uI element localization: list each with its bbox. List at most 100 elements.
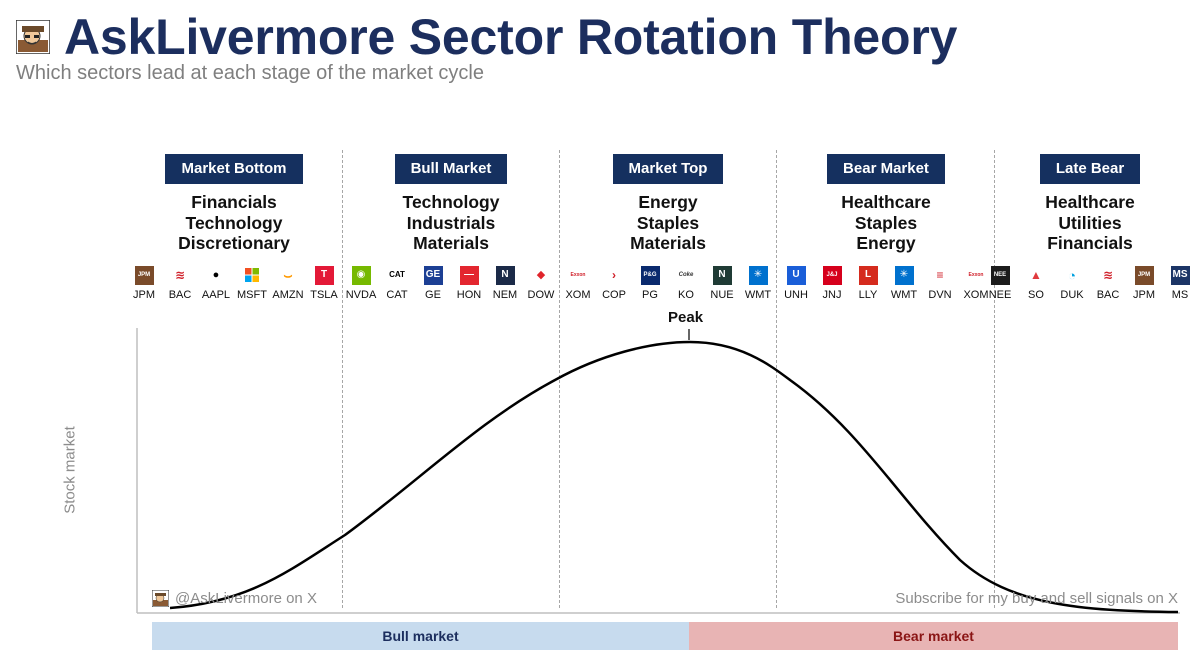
- ticker-symbol: CAT: [386, 288, 408, 301]
- ticker-item: L LLY: [852, 265, 884, 301]
- stage-divider: [776, 150, 777, 608]
- tesla-logo-icon: T: [314, 265, 334, 285]
- microsoft-logo-icon: [242, 265, 262, 285]
- newmont-logo-icon: N: [495, 265, 515, 285]
- walmart-logo-icon: ✳: [748, 265, 768, 285]
- ticker-symbol: MS: [1171, 288, 1189, 301]
- stage-column-market-bottom: Market Bottom Financials Technology Discret…: [119, 154, 349, 301]
- sector-name: Energy: [856, 233, 916, 253]
- ticker-item: ✳ WMT: [888, 265, 920, 301]
- ticker-item: › COP: [598, 265, 630, 301]
- ticker-symbol: WMT: [890, 288, 918, 301]
- ticker-symbol: JPM: [1133, 288, 1155, 301]
- stage-badge: Bear Market: [827, 154, 945, 184]
- ticker-symbol: DVN: [928, 288, 952, 301]
- ticker-symbol: HON: [456, 288, 482, 301]
- ticker-item: N NUE: [706, 265, 738, 301]
- y-axis-label: Stock market: [61, 426, 79, 514]
- jpm-logo-icon: JPM: [1134, 265, 1154, 285]
- page-subtitle: Which sectors lead at each stage of the …: [16, 62, 484, 84]
- sector-name: Staples: [854, 212, 918, 233]
- sector-list: Healthcare Staples Energy: [771, 192, 1001, 254]
- stage-divider: [559, 150, 560, 608]
- pg-logo-icon: P&G: [640, 265, 660, 285]
- exxon-logo-icon: Exxon: [568, 265, 588, 285]
- ticker-item: MS MS: [1164, 265, 1196, 301]
- ticker-symbol: NUE: [710, 288, 734, 301]
- walmart-logo-icon: ✳: [894, 265, 914, 285]
- unitedhealth-logo-icon: U: [786, 265, 806, 285]
- stage-badge: Market Top: [612, 154, 724, 184]
- credit-left: @AskLivermore on X: [152, 590, 317, 607]
- ticker-item: U UNH: [780, 265, 812, 301]
- ticker-item: NEE NEE: [984, 265, 1016, 301]
- sector-name: Financials: [1047, 233, 1133, 253]
- nextera-logo-icon: NEE: [990, 265, 1010, 285]
- caterpillar-logo-icon: CAT: [387, 265, 407, 285]
- morgan-stanley-logo-icon: MS: [1170, 265, 1190, 285]
- ticker-symbol: BAC: [1096, 288, 1120, 301]
- page-title: AskLivermore Sector Rotation Theory: [64, 9, 958, 65]
- asklivermore-logo-icon: [16, 20, 50, 54]
- ticker-item: CAT CAT: [381, 265, 413, 301]
- coca-cola-logo-icon: Coke: [676, 265, 696, 285]
- sector-name: Financials: [191, 192, 277, 212]
- ticker-symbol: KO: [678, 288, 694, 301]
- sector-name: Technology: [402, 192, 500, 212]
- sector-name: Industrials: [406, 212, 496, 233]
- ticker-row: JPM JPM ≋ BAC ● AAPL MSFT ⌣ AMZN T TSLA: [119, 265, 349, 301]
- ticker-symbol: UNH: [784, 288, 808, 301]
- dow-logo-icon: ◆: [531, 265, 551, 285]
- jpm-logo-icon: JPM: [134, 265, 154, 285]
- duke-logo-icon: ◔: [1062, 265, 1082, 285]
- ticker-item: ◆ DOW: [525, 265, 557, 301]
- ticker-symbol: DOW: [527, 288, 555, 301]
- ticker-item: ◉ NVDA: [345, 265, 377, 301]
- ticker-symbol: AMZN: [272, 288, 304, 301]
- sector-name: Energy: [638, 192, 698, 212]
- ticker-item: J&J JNJ: [816, 265, 848, 301]
- exxon-logo-icon: Exxon: [966, 265, 986, 285]
- credit-handle: @AskLivermore on X: [175, 590, 317, 607]
- ticker-item: GE GE: [417, 265, 449, 301]
- sector-list: Healthcare Utilities Financials: [975, 192, 1200, 254]
- sector-list: Energy Staples Materials: [553, 192, 783, 254]
- sector-list: Technology Industrials Materials: [336, 192, 566, 254]
- stage-badge: Late Bear: [1039, 154, 1141, 184]
- ticker-item: Exxon XOM: [960, 265, 992, 301]
- jnj-logo-icon: J&J: [822, 265, 842, 285]
- ticker-item: ≋ BAC: [164, 265, 196, 301]
- ticker-symbol: XOM: [565, 288, 591, 301]
- ticker-symbol: XOM: [963, 288, 989, 301]
- ticker-symbol: JNJ: [822, 288, 842, 301]
- stage-badge: Market Bottom: [165, 154, 303, 184]
- ticker-symbol: BAC: [168, 288, 192, 301]
- ticker-item: ≡ DVN: [924, 265, 956, 301]
- ticker-symbol: TSLA: [310, 288, 338, 301]
- devon-logo-icon: ≡: [930, 265, 950, 285]
- ticker-item: Coke KO: [670, 265, 702, 301]
- sector-name: Technology: [185, 212, 283, 233]
- ticker-row: NEE NEE ▲ SO ◔ DUK ≋ BAC JPM JPM MS MS: [975, 265, 1200, 301]
- sector-name: Utilities: [1058, 212, 1122, 233]
- ticker-symbol: MSFT: [237, 288, 267, 301]
- sector-name: Materials: [413, 233, 489, 253]
- ticker-item: JPM JPM: [128, 265, 160, 301]
- conocophillips-logo-icon: ›: [604, 265, 624, 285]
- bac-logo-icon: ≋: [1098, 265, 1118, 285]
- ticker-symbol: SO: [1028, 288, 1044, 301]
- sector-name: Discretionary: [178, 233, 290, 253]
- peak-label: Peak: [668, 309, 704, 326]
- ticker-symbol: NEE: [988, 288, 1012, 301]
- ticker-item: ≋ BAC: [1092, 265, 1124, 301]
- ticker-item: T TSLA: [308, 265, 340, 301]
- honeywell-logo-icon: —: [459, 265, 479, 285]
- ticker-symbol: GE: [425, 288, 441, 301]
- southern-logo-icon: ▲: [1026, 265, 1046, 285]
- stage-divider: [994, 150, 995, 608]
- asklivermore-mini-logo-icon: [152, 590, 169, 607]
- stage-column-late-bear: Late Bear Healthcare Utilities Financials NE…: [975, 154, 1200, 301]
- ticker-item: MSFT: [236, 265, 268, 301]
- ticker-item: ◔ DUK: [1056, 265, 1088, 301]
